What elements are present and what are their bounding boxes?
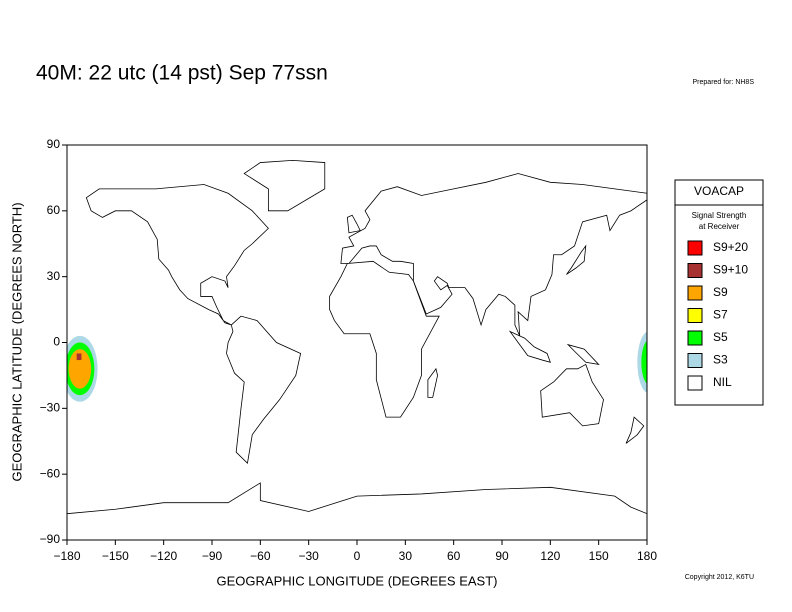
map-area <box>67 160 647 540</box>
legend-label: NIL <box>713 375 732 389</box>
legend-swatch <box>687 240 703 256</box>
y-tick-label: −30 <box>40 401 61 415</box>
y-tick-label: 30 <box>47 269 61 283</box>
y-tick-label: 0 <box>53 335 60 349</box>
legend-swatch <box>687 353 703 368</box>
legend-title: VOACAP <box>694 184 744 198</box>
legend-label: S9+20 <box>713 240 748 254</box>
x-tick-label: 120 <box>540 549 560 563</box>
legend: VOACAP Signal Strength at Receiver S9+20… <box>674 179 764 406</box>
y-tick-label: −60 <box>40 466 61 480</box>
copyright: Copyright 2012, K6TU <box>685 574 754 581</box>
coverage-s9 <box>68 349 92 389</box>
geo-layer <box>67 160 647 540</box>
africa <box>330 261 440 417</box>
x-tick-label: 0 <box>354 549 361 563</box>
legend-label: S3 <box>713 353 728 367</box>
x-tick-label: −90 <box>202 549 223 563</box>
legend-subtitle: Signal Strength <box>692 211 747 220</box>
madagascar <box>428 369 438 398</box>
x-tick-label: 180 <box>637 549 657 563</box>
legend-label: S5 <box>713 330 728 344</box>
legend-swatch <box>687 263 703 278</box>
y-tick-label: 60 <box>47 203 61 217</box>
antarctica <box>67 483 647 540</box>
greenland <box>244 160 325 210</box>
australia <box>541 364 604 425</box>
japan <box>566 246 585 275</box>
new-zealand <box>626 417 644 443</box>
x-tick-label: −180 <box>53 549 80 563</box>
y-tick-label: −90 <box>40 532 61 546</box>
south-america <box>227 316 301 463</box>
x-tick-label: 30 <box>399 549 413 563</box>
map-title: 40M: 22 utc (14 pst) Sep 77ssn <box>36 62 328 85</box>
x-tick-label: −120 <box>150 549 177 563</box>
x-tick-label: −30 <box>298 549 319 563</box>
x-tick-label: −150 <box>102 549 129 563</box>
new-guinea <box>568 345 599 365</box>
prepared-for: Prepared for: NH8S <box>693 79 755 86</box>
north-america <box>86 185 268 325</box>
legend-swatch <box>687 330 703 346</box>
legend-label: S9+10 <box>713 263 748 277</box>
x-tick-label: −60 <box>250 549 271 563</box>
legend-swatch <box>687 308 703 323</box>
x-tick-label: 90 <box>495 549 509 563</box>
y-tick-label: 90 <box>47 137 61 151</box>
y-axis-label: GEOGRAPHIC LATITUDE (DEGREES NORTH) <box>9 202 24 481</box>
legend-label: S9 <box>713 285 728 299</box>
legend-swatch <box>687 375 703 391</box>
coverage-s3 <box>637 331 647 393</box>
coverage-s9-10 <box>76 353 82 361</box>
eurasia <box>341 174 647 336</box>
x-tick-label: 150 <box>589 549 609 563</box>
legend-swatch <box>687 285 703 301</box>
x-axis-label: GEOGRAPHIC LONGITUDE (DEGREES EAST) <box>217 573 498 588</box>
legend-subtitle: at Receiver <box>699 222 740 231</box>
legend-label: S7 <box>713 308 728 322</box>
coverage-s5 <box>641 340 647 384</box>
x-tick-label: 60 <box>447 549 461 563</box>
legend-items: S9+20 S9+10 S9 S7 S5 S3 NIL <box>687 240 748 391</box>
uk <box>347 215 360 233</box>
indonesia <box>510 332 550 363</box>
